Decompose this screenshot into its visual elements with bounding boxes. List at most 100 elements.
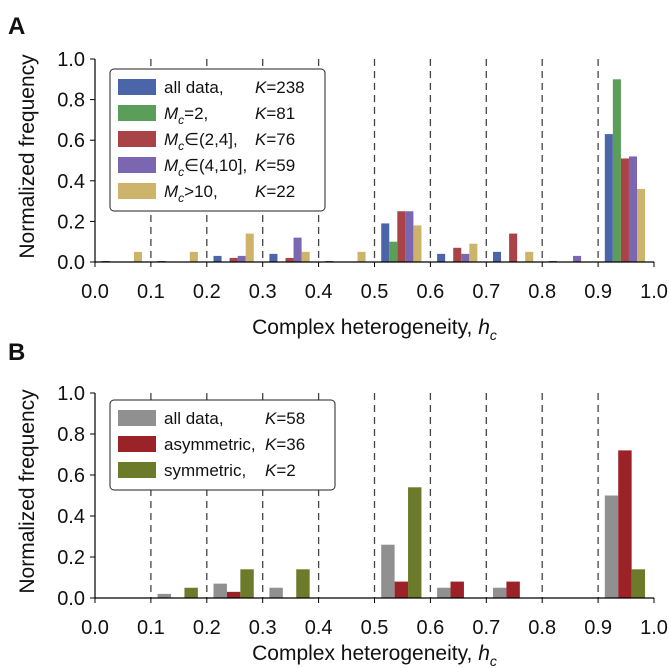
bar-mc2 xyxy=(389,241,398,262)
bar-symmetric xyxy=(408,487,422,598)
bar-mc2-4 xyxy=(453,247,462,262)
legend-box xyxy=(109,68,326,212)
bar-mc4-10 xyxy=(293,237,302,262)
x-tick-label: 0.2 xyxy=(193,617,221,639)
x-tick-label: 0.5 xyxy=(361,281,389,303)
bar-all-data-b xyxy=(437,587,451,598)
bar-mc2-4 xyxy=(620,158,629,262)
x-tick-label: 0.3 xyxy=(249,617,277,639)
y-axis-label: Normalized frequency xyxy=(16,389,39,594)
bar-mc10 xyxy=(133,251,142,262)
bar-mc2 xyxy=(612,79,621,262)
legend-label: Mc∈(4,10], xyxy=(164,156,247,179)
y-tick-label: 1.0 xyxy=(57,49,85,71)
x-tick-label: 0.8 xyxy=(528,281,556,303)
bar-all-data-b xyxy=(493,587,507,598)
bar-mc4-10 xyxy=(573,255,582,262)
legend-swatch xyxy=(118,105,156,121)
bar-mc10 xyxy=(637,188,646,262)
bar-symmetric xyxy=(240,569,254,598)
bar-asymmetric xyxy=(394,581,409,598)
legend-label: Mc=2, xyxy=(164,104,208,127)
bar-symmetric xyxy=(184,587,198,598)
x-tick-label: 0.9 xyxy=(584,617,612,639)
bar-all-data-a xyxy=(604,134,613,262)
x-axis-label: Complex heterogeneity, hc xyxy=(252,642,497,668)
bar-mc4-10 xyxy=(461,253,470,262)
bar-all-data-a xyxy=(437,253,446,262)
x-tick-label: 0.0 xyxy=(81,617,109,639)
bar-mc2-4 xyxy=(285,257,294,262)
legend-swatch xyxy=(118,436,156,452)
x-tick-label: 0.1 xyxy=(137,281,165,303)
bar-symmetric xyxy=(296,569,310,598)
y-tick-label: 0.6 xyxy=(57,465,85,487)
bar-mc4-10 xyxy=(405,211,414,262)
bar-all-data-b xyxy=(269,587,283,598)
panel-letter: A xyxy=(8,13,25,40)
y-tick-label: 0.0 xyxy=(57,252,85,274)
bar-asymmetric xyxy=(618,450,632,598)
bar-all-data-b xyxy=(157,593,172,598)
x-tick-label: 0.4 xyxy=(305,617,333,639)
panel-a: A 0.0 0.2 0.4 0.6 0.8 1.0 0.0 0.1 0.2 0.3 0.4 0.5 0.6… xyxy=(8,13,668,343)
bar-asymmetric xyxy=(450,581,464,598)
bar-mc10 xyxy=(413,225,422,262)
y-axis-label: Normalized frequency xyxy=(16,54,39,259)
y-tick-label: 0.4 xyxy=(57,506,85,528)
legend-label: Mc>10, xyxy=(164,182,218,205)
legend-count: K=76 xyxy=(255,130,295,149)
x-tick-label: 0.6 xyxy=(416,617,444,639)
y-tick-label: 0.0 xyxy=(57,588,85,610)
legend-count: K=58 xyxy=(265,409,305,428)
x-tick-label: 0.0 xyxy=(81,281,109,303)
bar-mc10 xyxy=(301,251,310,262)
legend-label: all data, xyxy=(164,409,224,428)
legend-label: Mc∈(2,4], xyxy=(164,130,238,153)
legend-count: K=2 xyxy=(265,461,296,480)
x-tick-label: 0.1 xyxy=(137,617,165,639)
bar-mc10 xyxy=(189,251,198,262)
bar-all-data-b xyxy=(604,495,619,598)
bar-mc10 xyxy=(525,251,534,262)
bar-mc4-10 xyxy=(628,156,638,262)
bar-all-data-a xyxy=(213,255,222,262)
bar-all-data-b xyxy=(381,544,395,598)
bar-all-data-a xyxy=(381,223,390,262)
legend-swatch xyxy=(118,131,156,147)
bar-all-data-b xyxy=(213,583,227,598)
legend-count: K=81 xyxy=(255,104,295,123)
legend-swatch xyxy=(118,79,156,95)
legend-count: K=238 xyxy=(255,78,305,97)
x-tick-label: 1.0 xyxy=(640,617,668,639)
legend-label: symmetric, xyxy=(164,461,246,480)
x-axis-label: Complex heterogeneity, hc xyxy=(252,316,497,343)
y-tick-label: 0.8 xyxy=(57,90,85,112)
bar-all-data-a xyxy=(493,251,502,262)
bar-mc4-10 xyxy=(237,255,246,262)
x-tick-label: 0.7 xyxy=(472,617,500,639)
y-tick-label: 0.8 xyxy=(57,424,85,446)
y-tick-label: 0.2 xyxy=(57,211,85,233)
panel-letter: B xyxy=(8,339,25,366)
x-tick-label: 0.2 xyxy=(193,281,221,303)
x-tick-label: 1.0 xyxy=(640,281,668,303)
bar-asymmetric xyxy=(506,581,520,598)
bar-mc2-4 xyxy=(229,257,238,262)
x-tick-label: 0.4 xyxy=(305,281,333,303)
y-tick-label: 0.4 xyxy=(57,171,85,193)
y-tick-label: 1.0 xyxy=(57,383,85,405)
bar-mc10 xyxy=(245,233,254,262)
bar-mc10 xyxy=(469,243,478,262)
legend-count: K=36 xyxy=(265,435,305,454)
legend-swatch xyxy=(118,462,156,478)
bar-mc2-4 xyxy=(509,233,518,262)
x-tick-label: 0.3 xyxy=(249,281,277,303)
bar-asymmetric xyxy=(226,591,241,598)
x-tick-label: 0.9 xyxy=(584,281,612,303)
legend-label: asymmetric, xyxy=(164,435,256,454)
legend-count: K=22 xyxy=(255,182,295,201)
bar-all-data-a xyxy=(269,253,278,262)
legend-box xyxy=(109,399,336,491)
